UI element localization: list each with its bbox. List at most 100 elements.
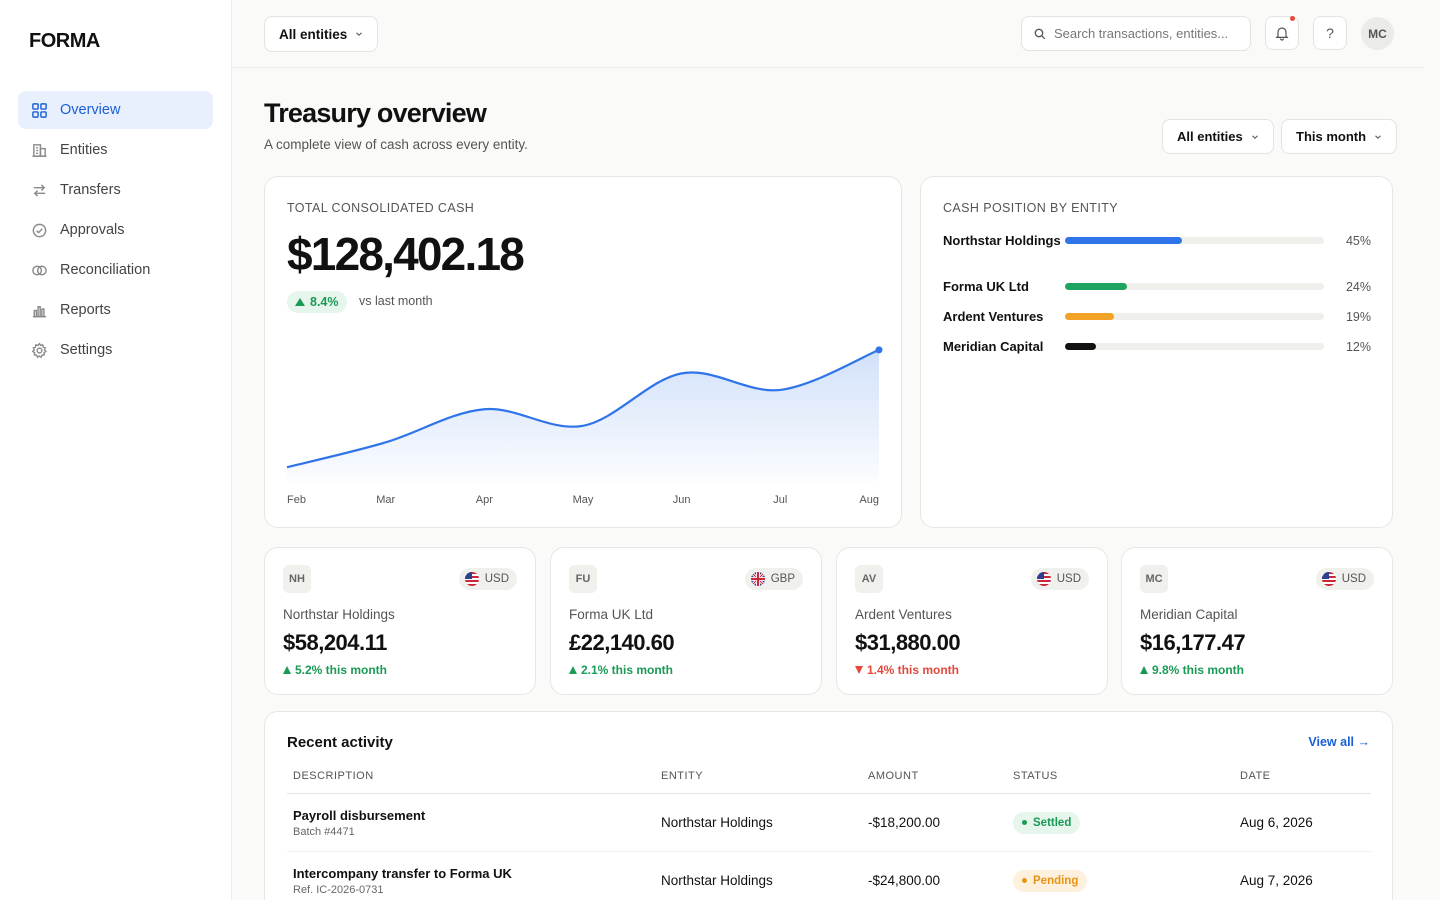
entity-filter-value: All entities [1177,129,1243,144]
entity-cell: Northstar Holdings [661,815,773,830]
entity-amount: £22,140.60 [569,630,675,655]
sidebar-item-entities[interactable]: Entities [18,131,213,169]
sidebar-item-overview[interactable]: Overview [18,91,213,129]
entity-trend-value: 2.1% this month [581,663,674,677]
entity-trend: 9.8% this month [1140,663,1244,677]
entity-cell: Northstar Holdings [661,873,773,888]
entity-filter[interactable]: All entities [1162,119,1274,154]
trend-down-icon [855,666,863,674]
us-flag-icon [1321,572,1336,586]
table-row[interactable]: Intercompany transfer to Forma UK Ref. I… [287,852,1371,900]
date-cell: Aug 7, 2026 [1240,873,1313,888]
currency-code: USD [1056,573,1081,585]
sidebar-item-label: Overview [60,102,121,118]
search-icon [1034,28,1046,39]
column-header[interactable]: Date [1240,770,1271,782]
entity-initials: FU [569,565,597,593]
table-row[interactable]: Payroll disbursement Batch #4471 Northst… [287,794,1371,852]
page-title: Treasury overview [264,98,487,128]
status-text: Settled [1033,816,1072,829]
description-cell: Intercompany transfer to Forma UK Ref. I… [287,866,655,896]
column-header[interactable]: Entity [661,770,704,782]
sidebar-item-label: Reconciliation [60,262,151,278]
currency-badge: USD [1030,568,1089,590]
position-row: Forma UK Ltd 24% [943,278,1371,295]
status-text: Pending [1033,874,1079,887]
activity-table: Description Entity Amount Status Date Pa… [287,770,1371,900]
sidebar-item-approvals[interactable]: Approvals [18,211,213,249]
bar-chart-icon [30,301,48,319]
cash-trend-chart: Feb Mar Apr May Jun Jul Aug [286,346,883,506]
help-icon: ? [1326,25,1334,41]
position-percent: 12% [1345,339,1371,354]
transaction-description: Payroll disbursement [293,807,426,823]
recent-activity-card: Recent activity View all → Description E… [264,711,1393,900]
period-filter-value: This month [1296,129,1367,144]
sidebar-item-settings[interactable]: Settings [18,331,213,369]
position-entity-name: Northstar Holdings [943,233,1061,248]
app-logo[interactable]: FORMA [29,30,100,52]
position-row: Meridian Capital 12% [943,338,1371,355]
position-bar-track [1065,343,1324,350]
sidebar: FORMA Overview Entities Transfers Approv… [0,0,232,900]
table-header: Description Entity Amount Status Date [287,770,1371,794]
position-row: Northstar Holdings 45% [943,232,1371,249]
sidebar-item-label: Settings [60,342,113,358]
entity-select-value: All entities [279,26,348,42]
notifications-button[interactable] [1265,16,1299,50]
position-bar-track [1065,283,1324,290]
search-box[interactable] [1021,16,1251,51]
x-tick-label: Apr [476,494,493,506]
sidebar-item-reconciliation[interactable]: Reconciliation [18,251,213,289]
trend-value: 8.4% [310,295,339,309]
trend-note: vs last month [359,294,433,308]
sidebar-item-label: Approvals [60,222,125,238]
position-bar-fill [1065,313,1115,320]
help-button[interactable]: ? [1313,16,1347,50]
sidebar-item-transfers[interactable]: Transfers [18,171,213,209]
transaction-reference: Ref. IC-2026-0731 [293,883,384,896]
column-header[interactable]: Description [293,770,374,782]
entity-card-meridian[interactable]: MC USD Meridian Capital $16,177.47 9.8% … [1121,547,1393,695]
position-bar-fill [1065,237,1182,244]
cash-position-card: Cash position by entity Northstar Holdin… [920,176,1393,528]
amount-cell: -$18,200.00 [868,815,941,830]
position-entity-name: Meridian Capital [943,339,1044,354]
period-filter[interactable]: This month [1281,119,1398,154]
sidebar-item-reports[interactable]: Reports [18,291,213,329]
status-cell: Settled [1007,811,1234,834]
uk-flag-icon [750,572,765,586]
entity-name: Northstar Holdings [283,607,395,622]
entity-initials: MC [1140,565,1168,593]
position-entity-name: Forma UK Ltd [943,279,1029,294]
building-icon [30,141,48,159]
cash-position-label: Cash position by entity [943,201,1118,215]
trend-up-icon [569,666,577,674]
page-subtitle: A complete view of cash across every ent… [264,137,528,152]
search-input[interactable] [1054,26,1234,41]
chart-data-point [875,346,883,354]
entity-card-forma-uk[interactable]: FU GBP Forma UK Ltd £22,140.60 2.1% this… [550,547,822,695]
status-cell: Pending [1007,869,1234,892]
entity-amount: $58,204.11 [283,630,387,655]
chart-line-series [286,348,880,469]
view-all-link[interactable]: View all → [1308,735,1370,749]
position-entity-name: Ardent Ventures [943,309,1044,324]
position-bar-fill [1065,283,1128,290]
chevron-down-icon [1251,134,1258,139]
position-bar-track [1065,313,1324,320]
avatar[interactable]: MC [1361,17,1394,50]
entity-card-northstar[interactable]: NH USD Northstar Holdings $58,204.11 5.2… [264,547,536,695]
x-tick-label: Jun [673,494,691,506]
entity-trend-value: 9.8% this month [1152,663,1245,677]
grid-icon [30,101,48,119]
entity-select[interactable]: All entities [264,16,379,52]
status-dot [1022,878,1027,883]
entity-card-ardent[interactable]: AV USD Ardent Ventures $31,880.00 1.4% t… [836,547,1108,695]
column-header[interactable]: Amount [868,770,919,782]
currency-code: GBP [770,573,795,585]
transaction-reference: Batch #4471 [293,825,355,838]
column-header[interactable]: Status [1013,770,1058,782]
status-dot [1022,820,1027,825]
sidebar-nav: Overview Entities Transfers Approvals Re… [18,91,213,371]
